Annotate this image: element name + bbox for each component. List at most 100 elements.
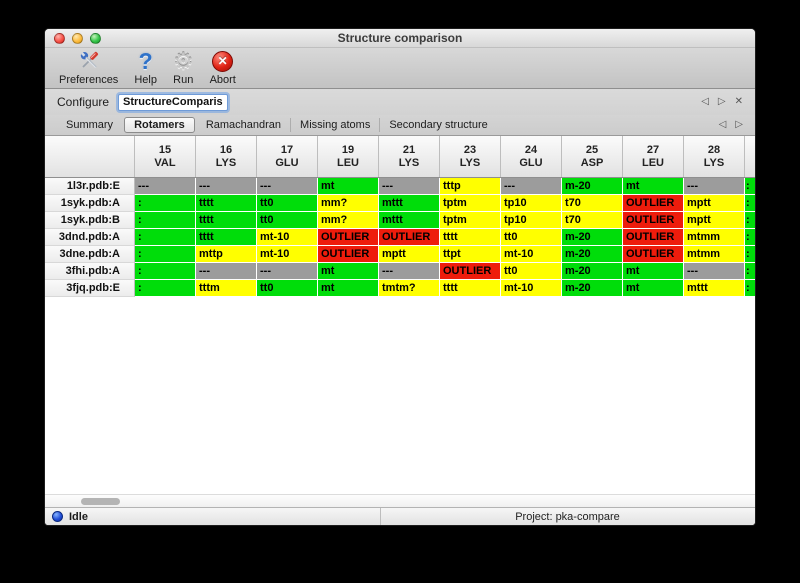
column-header[interactable]: 23 LYS (440, 136, 501, 177)
rotamer-cell[interactable]: m-20 (562, 246, 623, 263)
rotamer-cell[interactable]: OUTLIER (318, 246, 379, 263)
rotamer-cell[interactable]: m-20 (562, 178, 623, 195)
rotamer-cell[interactable]: mt-10 (501, 246, 562, 263)
row-label[interactable]: 3dnd.pdb:A (45, 229, 135, 246)
rotamer-cell[interactable]: --- (196, 263, 257, 280)
help-button[interactable]: ? Help (134, 49, 157, 87)
rotamer-cell[interactable]: tptm (440, 212, 501, 229)
rotamer-cell[interactable]: : (745, 212, 755, 229)
row-label[interactable]: 1syk.pdb:A (45, 195, 135, 212)
rotamer-cell[interactable]: --- (257, 178, 318, 195)
rotamer-cell[interactable]: mm? (318, 212, 379, 229)
column-header[interactable]: 17 GLU (257, 136, 318, 177)
rotamer-cell[interactable]: tt0 (257, 280, 318, 297)
rotamer-cell[interactable]: tttm (196, 280, 257, 297)
rotamer-cell[interactable]: --- (379, 178, 440, 195)
rotamer-cell[interactable]: : (135, 246, 196, 263)
rotamer-cell[interactable]: t70 (562, 195, 623, 212)
zoom-window-button[interactable] (90, 33, 101, 44)
column-header[interactable]: 27 LEU (623, 136, 684, 177)
tab-ramachandran[interactable]: Ramachandran (205, 119, 282, 131)
rotamer-cell[interactable]: tt0 (501, 229, 562, 246)
column-header[interactable]: 28 LYS (684, 136, 745, 177)
rotamer-cell[interactable]: mt-10 (501, 280, 562, 297)
rotamer-cell[interactable]: OUTLIER (440, 263, 501, 280)
rotamer-cell[interactable]: : (745, 229, 755, 246)
rotamer-cell[interactable]: mt-10 (257, 229, 318, 246)
rotamer-cell[interactable]: tt0 (501, 263, 562, 280)
horizontal-scrollbar[interactable] (45, 494, 755, 507)
rotamer-cell[interactable]: m-20 (562, 229, 623, 246)
tab-rotamers[interactable]: Rotamers (124, 117, 195, 133)
rotamer-cell[interactable]: mm? (318, 195, 379, 212)
rotamer-cell[interactable]: OUTLIER (623, 195, 684, 212)
preferences-button[interactable]: Preferences (59, 49, 118, 86)
rotamer-cell[interactable]: : (135, 229, 196, 246)
run-button[interactable]: ⚙ Run (173, 49, 194, 87)
rotamer-cell[interactable]: : (135, 280, 196, 297)
rotamer-cell[interactable]: mt-10 (257, 246, 318, 263)
rotamer-cell[interactable]: : (745, 178, 755, 195)
rotamer-cell[interactable]: --- (135, 178, 196, 195)
row-label[interactable]: 3dne.pdb:A (45, 246, 135, 263)
rotamer-cell[interactable]: : (135, 212, 196, 229)
abort-button[interactable]: ✕ Abort (210, 49, 236, 86)
close-window-button[interactable] (54, 33, 65, 44)
rotamer-cell[interactable]: OUTLIER (623, 246, 684, 263)
rotamer-cell[interactable]: : (745, 263, 755, 280)
rotamer-cell[interactable]: : (135, 195, 196, 212)
rotamer-cell[interactable]: tp10 (501, 212, 562, 229)
rotamer-cell[interactable]: tmtm? (379, 280, 440, 297)
row-label[interactable]: 1syk.pdb:B (45, 212, 135, 229)
rotamer-cell[interactable]: mt (623, 178, 684, 195)
rotamer-cell[interactable]: mt (623, 263, 684, 280)
rotamer-cell[interactable]: : (745, 246, 755, 263)
close-config-icon[interactable]: ✕ (734, 96, 743, 107)
next-config-arrow[interactable]: ▷ (717, 96, 726, 107)
rotamer-cell[interactable]: mptt (684, 195, 745, 212)
prev-tab-arrow[interactable]: ◁ (718, 119, 727, 130)
rotamer-cell[interactable]: --- (257, 263, 318, 280)
minimize-window-button[interactable] (72, 33, 83, 44)
tab-missing-atoms[interactable]: Missing atoms (290, 118, 379, 132)
rotamer-cell[interactable]: mttt (684, 280, 745, 297)
rotamer-cell[interactable]: tttt (440, 229, 501, 246)
rotamer-cell[interactable]: --- (501, 178, 562, 195)
rotamer-cell[interactable]: OUTLIER (623, 212, 684, 229)
rotamer-cell[interactable]: tttt (440, 280, 501, 297)
rotamer-cell[interactable]: mt (318, 280, 379, 297)
rotamer-cell[interactable]: tp10 (501, 195, 562, 212)
rotamer-cell[interactable]: t70 (562, 212, 623, 229)
rotamer-cell[interactable]: OUTLIER (623, 229, 684, 246)
row-label[interactable]: 1l3r.pdb:E (45, 178, 135, 195)
rotamer-cell[interactable]: mt (318, 178, 379, 195)
rotamer-cell[interactable]: mttt (379, 212, 440, 229)
tab-secondary-structure[interactable]: Secondary structure (379, 118, 496, 132)
rotamer-cell[interactable]: mtmm (684, 246, 745, 263)
configure-name-input[interactable] (118, 93, 229, 111)
prev-config-arrow[interactable]: ◁ (701, 96, 709, 107)
next-tab-arrow[interactable]: ▷ (735, 119, 743, 130)
column-header[interactable]: 19 LEU (318, 136, 379, 177)
rotamer-cell[interactable]: --- (379, 263, 440, 280)
rotamer-cell[interactable]: : (745, 280, 755, 297)
rotamer-cell[interactable]: mt (623, 280, 684, 297)
column-header[interactable]: 25 ASP (562, 136, 623, 177)
rotamer-cell[interactable]: ttpt (440, 246, 501, 263)
rotamer-cell[interactable]: mt (318, 263, 379, 280)
tab-summary[interactable]: Summary (66, 119, 114, 131)
column-header[interactable]: 24 GLU (501, 136, 562, 177)
column-header[interactable]: 16 LYS (196, 136, 257, 177)
rotamer-cell[interactable]: --- (684, 263, 745, 280)
rotamer-cell[interactable]: m-20 (562, 263, 623, 280)
rotamer-cell[interactable]: mttt (379, 195, 440, 212)
rotamer-cell[interactable]: OUTLIER (379, 229, 440, 246)
rotamer-cell[interactable]: OUTLIER (318, 229, 379, 246)
rotamer-cell[interactable]: tttp (440, 178, 501, 195)
rotamer-cell[interactable]: tttt (196, 212, 257, 229)
rotamer-cell[interactable]: tttt (196, 229, 257, 246)
rotamer-cell[interactable]: mtmm (684, 229, 745, 246)
column-header[interactable]: 15 VAL (135, 136, 196, 177)
rotamer-cell[interactable]: tptm (440, 195, 501, 212)
rotamer-cell[interactable]: --- (196, 178, 257, 195)
